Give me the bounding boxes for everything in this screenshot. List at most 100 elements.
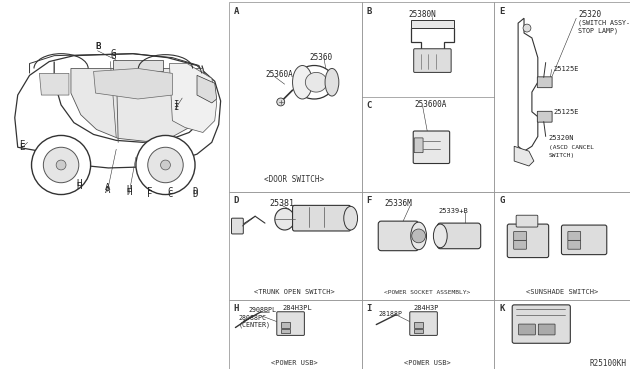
Text: I: I — [173, 100, 178, 109]
Text: E: E — [19, 143, 24, 152]
Text: H: H — [126, 185, 132, 194]
FancyBboxPatch shape — [276, 312, 305, 336]
Text: (ASCD CANCEL: (ASCD CANCEL — [548, 145, 594, 150]
Text: A: A — [51, 166, 57, 176]
FancyBboxPatch shape — [508, 224, 548, 257]
Polygon shape — [71, 68, 205, 141]
Text: <DOOR SWITCH>: <DOOR SWITCH> — [264, 175, 324, 184]
FancyBboxPatch shape — [232, 218, 243, 234]
Text: F: F — [367, 196, 372, 205]
Polygon shape — [15, 54, 221, 168]
Text: 284H3PC: 284H3PC — [519, 305, 549, 311]
Circle shape — [31, 135, 91, 195]
Bar — [495, 3, 630, 192]
Bar — [495, 300, 630, 369]
Polygon shape — [518, 18, 538, 151]
Text: 25360A: 25360A — [265, 70, 292, 79]
Text: 25380N: 25380N — [409, 10, 436, 19]
FancyBboxPatch shape — [514, 240, 527, 249]
FancyBboxPatch shape — [568, 231, 580, 240]
Text: H: H — [234, 304, 239, 313]
Text: 284H3PL: 284H3PL — [283, 305, 312, 311]
Text: 25336M: 25336M — [384, 199, 412, 208]
FancyBboxPatch shape — [413, 131, 450, 164]
Bar — [113, 60, 163, 71]
Bar — [228, 300, 362, 369]
Polygon shape — [411, 20, 454, 28]
Polygon shape — [197, 76, 217, 103]
Text: (CENTER): (CENTER) — [238, 321, 270, 328]
Bar — [495, 192, 630, 300]
Circle shape — [523, 24, 531, 32]
Text: 28188P: 28188P — [378, 311, 403, 317]
Text: <SUNSHADE SWITCH>: <SUNSHADE SWITCH> — [526, 289, 598, 295]
Circle shape — [276, 98, 285, 106]
Text: D: D — [193, 190, 198, 199]
Text: H: H — [126, 188, 132, 197]
Text: I: I — [173, 103, 178, 112]
Bar — [413, 328, 422, 333]
Text: (SWITCH ASSY-: (SWITCH ASSY- — [578, 20, 630, 26]
Text: C: C — [168, 190, 173, 199]
Polygon shape — [93, 68, 172, 99]
Ellipse shape — [325, 68, 339, 96]
Text: H: H — [76, 182, 81, 191]
Bar — [413, 322, 422, 327]
FancyBboxPatch shape — [413, 49, 451, 73]
Text: 28088PC: 28088PC — [238, 315, 266, 321]
Bar — [281, 328, 289, 333]
Text: 2908BPL: 2908BPL — [248, 307, 276, 313]
Circle shape — [56, 160, 66, 170]
FancyBboxPatch shape — [378, 221, 419, 251]
Text: STOP LAMP): STOP LAMP) — [578, 28, 618, 34]
Text: <POWER USB>: <POWER USB> — [404, 360, 451, 366]
Ellipse shape — [294, 65, 334, 99]
Text: E: E — [19, 140, 24, 149]
Text: 25125E: 25125E — [554, 67, 579, 73]
Text: A: A — [51, 169, 57, 178]
Text: 25320N: 25320N — [548, 135, 574, 141]
Text: E: E — [499, 7, 505, 16]
FancyBboxPatch shape — [437, 223, 481, 249]
Text: 25339+B: 25339+B — [438, 208, 468, 214]
FancyBboxPatch shape — [561, 225, 607, 254]
Polygon shape — [40, 73, 69, 95]
Bar — [362, 192, 495, 300]
Text: 25360: 25360 — [309, 53, 332, 62]
Text: B: B — [95, 42, 100, 51]
Text: 25450M: 25450M — [573, 227, 601, 235]
Bar — [228, 192, 362, 300]
FancyBboxPatch shape — [292, 205, 351, 231]
Text: A: A — [105, 186, 110, 195]
Circle shape — [148, 147, 183, 183]
Bar — [228, 3, 362, 192]
Text: G: G — [111, 52, 116, 61]
Circle shape — [136, 135, 195, 195]
Text: H: H — [76, 179, 81, 188]
Text: 284H3P: 284H3P — [413, 305, 439, 311]
Ellipse shape — [344, 206, 358, 230]
Ellipse shape — [275, 208, 294, 230]
Text: I: I — [367, 304, 372, 313]
Text: <POWER SOCKET ASSEMBLY>: <POWER SOCKET ASSEMBLY> — [385, 289, 470, 295]
Text: SWITCH): SWITCH) — [548, 153, 575, 158]
FancyBboxPatch shape — [538, 111, 552, 122]
Text: 25320: 25320 — [578, 10, 602, 19]
Text: C: C — [168, 187, 173, 196]
FancyBboxPatch shape — [518, 324, 535, 335]
Text: A: A — [234, 7, 239, 16]
Text: D: D — [193, 187, 198, 196]
Text: B: B — [95, 42, 100, 51]
Text: D: D — [234, 196, 239, 205]
FancyBboxPatch shape — [410, 312, 437, 336]
Text: 25381: 25381 — [270, 199, 295, 208]
Ellipse shape — [433, 224, 447, 248]
Bar — [0, 3, 228, 369]
Bar — [362, 300, 495, 369]
FancyBboxPatch shape — [514, 231, 527, 240]
FancyBboxPatch shape — [538, 77, 552, 88]
Ellipse shape — [292, 65, 312, 99]
FancyBboxPatch shape — [414, 138, 423, 153]
Text: R25100KH: R25100KH — [589, 359, 627, 368]
Text: 25125E: 25125E — [554, 109, 579, 115]
